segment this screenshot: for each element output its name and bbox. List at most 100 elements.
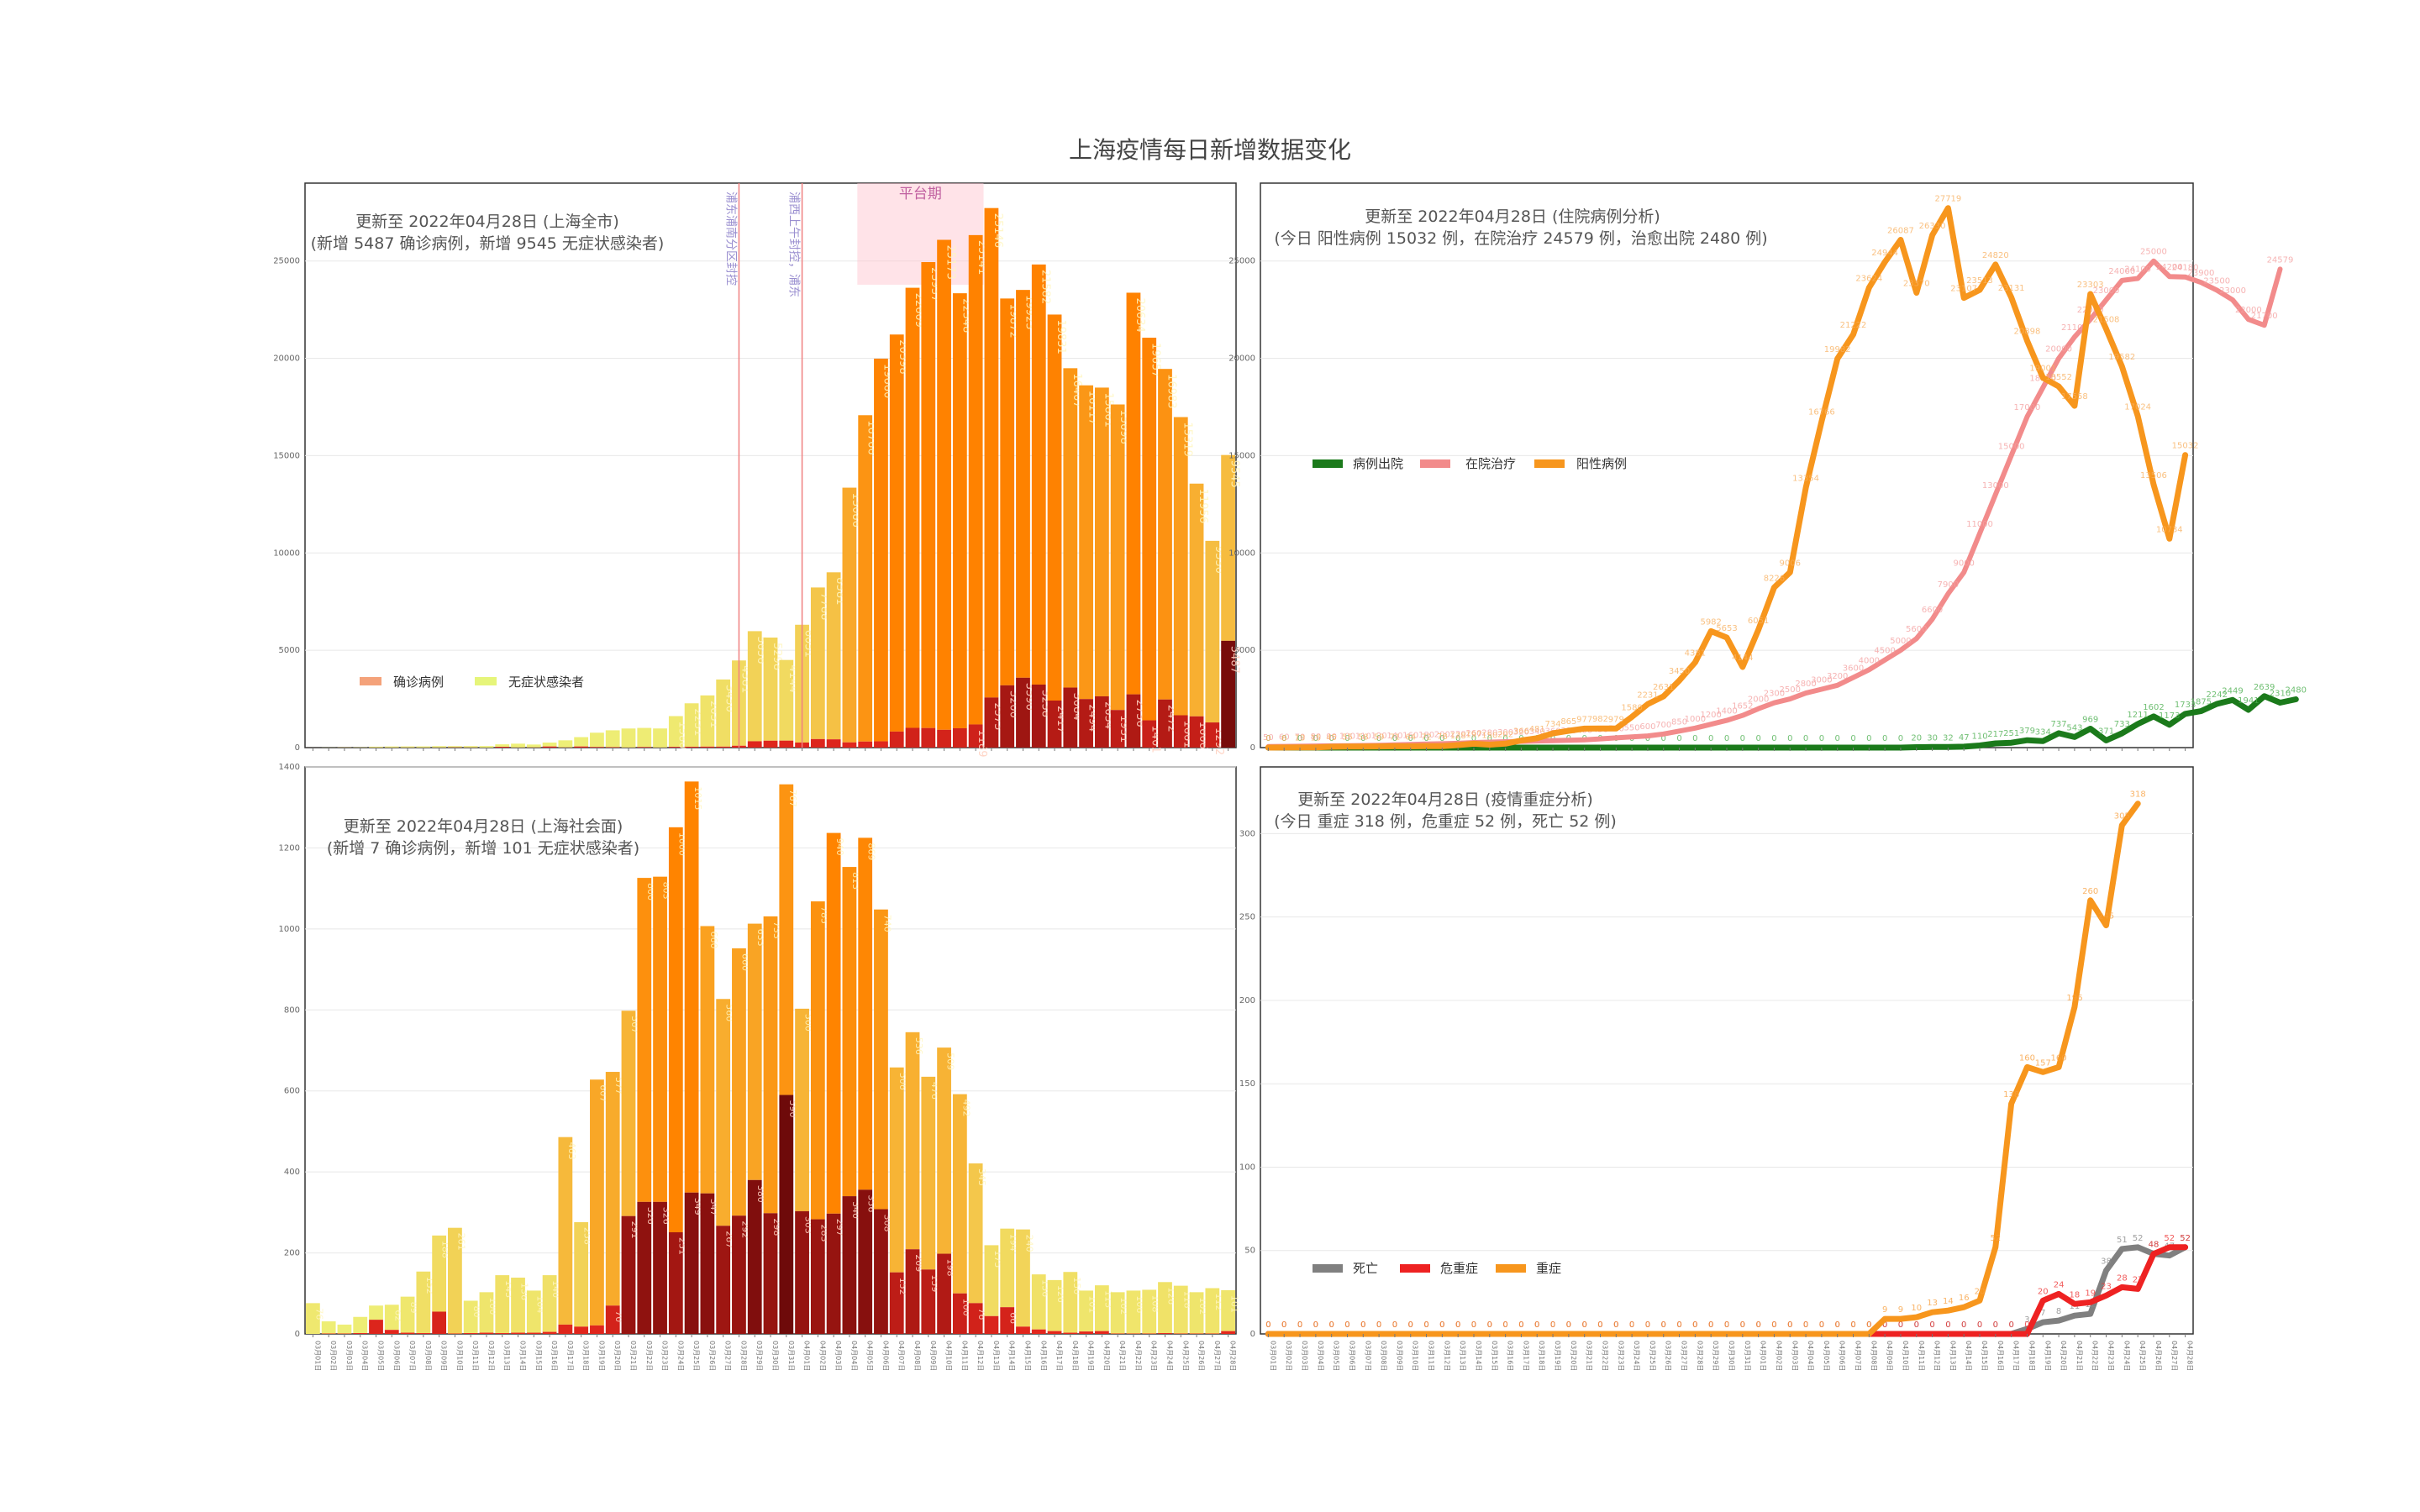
- tr-point-label-0: 2449: [2222, 686, 2243, 696]
- br-point-label-2: 0: [1265, 1320, 1270, 1330]
- bl-xtick-label: 03月30日: [771, 1341, 779, 1371]
- bl-bar-confirmed: [937, 1253, 951, 1334]
- bl-bar-confirmed: [779, 1095, 794, 1334]
- br-point-label-1: 0: [1645, 1320, 1650, 1330]
- br-point-label-0: 52: [2180, 1234, 2191, 1243]
- tr-point-label-0: 1941: [2238, 696, 2259, 706]
- tr-point-label-1: 80: [1310, 732, 1321, 742]
- tr-point-label-0: 543: [2066, 723, 2082, 732]
- br-xtick-label: 04月16日: [1996, 1341, 2004, 1371]
- tr-ytick-label: 5000: [1234, 646, 1255, 655]
- tr-point-label-2: 202: [1497, 730, 1513, 739]
- tl-bar-asymptomatic: [1000, 298, 1015, 685]
- tl-bar-asymptomatic: [1173, 417, 1188, 716]
- br-xtick-label: 04月09日: [1886, 1341, 1893, 1371]
- br-xtick-label: 04月20日: [2060, 1341, 2067, 1371]
- tr-point-label-2: 13354: [1792, 475, 1819, 484]
- bl-data-label-asymptomatic: 261: [455, 1233, 466, 1251]
- bl-bar-asymptomatic: [795, 1008, 809, 1211]
- br-point-label-1: 0: [1487, 1320, 1492, 1330]
- bl-bar-asymptomatic: [306, 1303, 320, 1334]
- bl-bar-confirmed: [1221, 1331, 1235, 1334]
- br-point-label-1: 0: [1313, 1320, 1318, 1330]
- tr-ytick-label: 25000: [1228, 257, 1255, 266]
- tr-point-label-1: 160: [1402, 731, 1418, 740]
- br-point-label-1: 0: [1408, 1320, 1413, 1330]
- br-point-label-0: 0: [1518, 1320, 1523, 1330]
- bl-xtick-label: 03月02日: [329, 1341, 337, 1371]
- panel-bl-annotation-2: (新增 7 确诊病例，新增 101 无症状感染者): [327, 839, 639, 858]
- tl-bar-asymptomatic: [779, 659, 794, 741]
- tl-bar-asymptomatic: [668, 716, 683, 748]
- tl-bar-confirmed: [905, 727, 920, 748]
- br-xtick-label: 03月10日: [1412, 1341, 1419, 1371]
- bl-bar-asymptomatic: [668, 827, 683, 1232]
- br-point-label-0: 0: [1439, 1320, 1444, 1330]
- br-point-label-0: 0: [1882, 1320, 1887, 1330]
- bl-xtick-label: 04月05日: [866, 1341, 874, 1371]
- tr-point-label-2: 23131: [1998, 284, 2025, 293]
- tr-point-label-2: 23513: [1966, 276, 1993, 286]
- br-xtick-label: 04月01日: [1760, 1341, 1767, 1371]
- tr-point-label-1: 21700: [2251, 312, 2278, 321]
- br-point-label-1: 0: [1518, 1320, 1523, 1330]
- br-point-label-2: 0: [1376, 1320, 1381, 1330]
- br-xtick-label: 04月19日: [2044, 1341, 2051, 1371]
- br-point-label-1: 0: [1566, 1320, 1571, 1330]
- tl-bar-asymptomatic: [637, 727, 652, 748]
- tr-ytick-label: 0: [1250, 743, 1255, 753]
- br-point-label-0: 0: [1471, 1320, 1476, 1330]
- tl-bar-confirmed: [937, 729, 951, 748]
- legend-swatch-critical: [1400, 1264, 1430, 1273]
- tr-point-label-1: 4500: [1874, 647, 1895, 656]
- br-xtick-label: 03月26日: [1665, 1341, 1672, 1371]
- br-point-label-2: 196: [2066, 994, 2082, 1003]
- bl-bar-confirmed: [810, 1219, 825, 1334]
- br-point-label-0: 3: [2024, 1315, 2029, 1325]
- br-point-label-2: 52: [1990, 1234, 2001, 1243]
- tr-point-label-2: 71: [1390, 732, 1401, 742]
- tr-point-label-1: 3000: [1811, 675, 1832, 685]
- br-xtick-label: 04月12日: [1933, 1341, 1941, 1371]
- tr-point-label-1: 9000: [1953, 559, 1974, 568]
- bl-ytick-label: 400: [284, 1168, 300, 1177]
- br-point-label-0: 8: [2056, 1307, 2061, 1316]
- tr-point-label-0: 0: [1313, 734, 1318, 743]
- tr-point-label-1: 23900: [2188, 269, 2215, 278]
- tr-point-label-2: 19982: [1824, 345, 1851, 354]
- br-xtick-label: 04月18日: [2028, 1341, 2035, 1371]
- tr-point-label-1: 23500: [2203, 276, 2230, 286]
- tr-point-label-0: 0: [1866, 734, 1871, 743]
- bl-bar-confirmed: [1158, 1333, 1172, 1334]
- tr-point-label-2: 4381: [1685, 648, 1706, 658]
- tr-point-label-0: 0: [1281, 734, 1286, 743]
- br-point-label-2: 0: [1771, 1320, 1776, 1330]
- br-point-label-2: 0: [1455, 1320, 1460, 1330]
- br-point-label-0: 0: [1977, 1320, 1982, 1330]
- tr-point-label-1: 24100: [2124, 265, 2151, 275]
- bl-bar-confirmed: [495, 1333, 510, 1334]
- bl-xtick-label: 03月10日: [455, 1341, 463, 1371]
- bl-bar-asymptomatic: [605, 1072, 620, 1306]
- tr-point-label-2: 20898: [2014, 328, 2041, 337]
- br-ytick-label: 200: [1239, 996, 1255, 1005]
- tl-bar-confirmed: [495, 747, 510, 748]
- tr-point-label-0: 0: [1423, 734, 1428, 743]
- bl-bar-confirmed: [526, 1332, 541, 1334]
- bl-bar-asymptomatic: [905, 1032, 920, 1250]
- br-point-label-1: 0: [1376, 1320, 1381, 1330]
- tl-data-label-asymptomatic: 19831: [1055, 319, 1067, 354]
- tl-bar-asymptomatic: [716, 679, 731, 747]
- tl-data-label-asymptomatic: 20634: [1134, 297, 1146, 332]
- bl-bar-confirmed: [479, 1332, 494, 1334]
- bl-bar-asymptomatic: [937, 1047, 951, 1254]
- tr-point-label-1: 24000: [2108, 267, 2135, 276]
- br-point-label-2: 0: [1850, 1320, 1855, 1330]
- br-point-label-0: 51: [2117, 1236, 2128, 1245]
- bl-bar-confirmed: [590, 1325, 604, 1334]
- tr-point-label-2: 9006: [1780, 559, 1801, 568]
- bl-ytick-label: 0: [295, 1330, 300, 1339]
- tr-point-label-1: 23000: [2093, 286, 2120, 296]
- br-point-label-1: 0: [1471, 1320, 1476, 1330]
- bl-xtick-label: 04月15日: [1023, 1341, 1031, 1371]
